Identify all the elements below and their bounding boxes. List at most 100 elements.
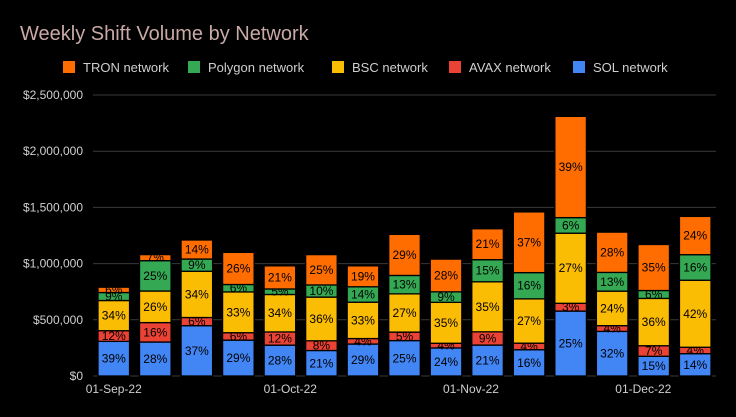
data-label-bsc-network: 24%: [600, 301, 624, 315]
bar-segment-bsc-network: [637, 297, 671, 347]
bar-week-9: 24%4%35%9%28%: [429, 258, 463, 377]
data-label-sol-network: 39%: [102, 352, 126, 366]
y-tick-label: $1,500,000: [23, 200, 83, 214]
data-label-sol-network: 21%: [476, 354, 500, 368]
bar-week-14: 15%7%36%6%35%: [637, 243, 671, 377]
data-label-avax-network: 8%: [313, 339, 331, 353]
bar-week-15: 14%4%42%16%24%: [678, 215, 712, 377]
legend-label-polygon-network: Polygon network: [208, 60, 305, 75]
x-tick-label: 01-Oct-22: [264, 382, 318, 396]
data-label-tron-network: 6%: [105, 283, 123, 297]
legend-label-tron-network: TRON network: [83, 60, 169, 75]
data-label-tron-network: 19%: [351, 269, 375, 283]
data-label-sol-network: 14%: [683, 358, 707, 372]
bar-segment-bsc-network: [263, 293, 297, 333]
data-label-sol-network: 37%: [185, 344, 209, 358]
bar-segment-bsc-network: [678, 279, 712, 348]
data-label-tron-network: 21%: [268, 270, 292, 284]
bar-week-12: 25%3%27%6%39%: [554, 115, 588, 377]
bar-segment-tron-network: [637, 243, 671, 292]
bar-segment-tron-network: [678, 215, 712, 256]
x-tick-label: 01-Dec-22: [615, 382, 671, 396]
data-label-tron-network: 24%: [683, 229, 707, 243]
bar-week-6: 21% 8% 36% 10% 25%: [305, 253, 338, 377]
data-label-tron-network: 26%: [226, 261, 250, 275]
bar-segment-tron-network: [305, 253, 338, 286]
data-label-sol-network: 28%: [143, 352, 167, 366]
bar-week-3: 37%6%34%9%14%: [180, 239, 214, 377]
legend-swatch-bsc-network: [332, 61, 344, 73]
legend-swatch-tron-network: [63, 61, 75, 73]
data-label-avax-network: 12%: [102, 329, 126, 343]
data-label-bsc-network: 34%: [185, 287, 209, 301]
data-label-tron-network: 35%: [642, 261, 666, 275]
y-tick-label: $2,000,000: [23, 144, 83, 158]
bar-segment-tron-network: [138, 253, 172, 262]
data-label-polygon-network: 9%: [188, 258, 206, 272]
data-label-sol-network: 25%: [392, 351, 416, 365]
bar-segment-tron-network: [471, 228, 504, 261]
bar-segment-bsc-network: [346, 301, 380, 340]
data-label-avax-network: 7%: [645, 344, 663, 358]
bar-segment-sol-network: [554, 310, 588, 377]
bar-segment-sol-network: [221, 339, 255, 377]
bar-segment-tron-network: [554, 115, 588, 219]
x-axis: 01-Sep-22 01-Oct-22 01-Nov-22 01-Dec-22: [86, 382, 672, 396]
legend-swatch-polygon-network: [188, 61, 200, 73]
data-label-tron-network: 14%: [185, 243, 209, 257]
data-label-avax-network: 5%: [396, 329, 414, 343]
data-label-avax-network: 16%: [143, 325, 167, 339]
data-label-polygon-network: 10%: [309, 284, 333, 298]
data-label-bsc-network: 35%: [434, 316, 458, 330]
y-axis: $0 $500,000 $1,000,000 $1,500,000 $2,000,000…: [23, 88, 83, 383]
bar-week-1: 39%12%34%9%6%: [97, 283, 131, 377]
data-label-tron-network: 21%: [476, 237, 500, 251]
bar-segment-bsc-network: [512, 298, 546, 344]
data-label-sol-network: 29%: [351, 353, 375, 367]
bar-week-2: 28% 16% 26% 25% 7%: [138, 251, 172, 377]
data-label-avax-network: 12%: [268, 332, 292, 346]
bar-week-10: 21% 9% 35% 15% 21%: [471, 228, 504, 377]
bar-segment-tron-network: [429, 258, 463, 293]
bar-segment-bsc-network: [471, 281, 504, 333]
bar-segment-polygon-network: [512, 271, 546, 300]
y-tick-label: $500,000: [33, 313, 83, 327]
data-label-bsc-network: 26%: [143, 300, 167, 314]
bar-segment-tron-network: [388, 233, 421, 277]
data-label-sol-network: 32%: [600, 347, 624, 361]
bar-segment-tron-network: [595, 231, 629, 274]
data-label-polygon-network: 14%: [351, 287, 375, 301]
bar-week-11: 16%4%27%16%37%: [512, 211, 546, 377]
bar-segment-tron-network: [180, 239, 214, 260]
bar-segment-bsc-network: [554, 232, 588, 304]
legend-label-bsc-network: BSC network: [352, 60, 428, 75]
bar-segment-bsc-network: [595, 290, 629, 327]
legend-swatch-avax-network: [449, 61, 461, 73]
data-label-sol-network: 28%: [268, 354, 292, 368]
data-label-bsc-network: 27%: [559, 261, 583, 275]
y-tick-label: $1,000,000: [23, 257, 83, 271]
data-label-tron-network: 37%: [517, 235, 541, 249]
data-label-bsc-network: 27%: [392, 306, 416, 320]
bar-segment-tron-network: [263, 265, 297, 290]
bar-segment-sol-network: [263, 344, 297, 377]
data-label-polygon-network: 6%: [562, 218, 580, 232]
data-label-bsc-network: 42%: [683, 307, 707, 321]
data-label-bsc-network: 34%: [268, 306, 292, 320]
data-label-bsc-network: 36%: [642, 315, 666, 329]
legend-label-avax-network: AVAX network: [469, 60, 551, 75]
data-label-bsc-network: 35%: [476, 300, 500, 314]
bar-week-5: 28%12%34%5%21%: [263, 265, 297, 377]
y-tick-label: $0: [70, 369, 84, 383]
legend-swatch-sol-network: [573, 61, 585, 73]
data-label-tron-network: 7%: [147, 251, 165, 265]
bar-segment-tron-network: [346, 265, 380, 288]
bar-segment-bsc-network: [305, 296, 338, 342]
bar-week-4: 29%6%33%6%26%: [221, 251, 255, 377]
bar-segment-sol-network: [595, 330, 629, 377]
data-label-avax-network: 9%: [479, 331, 497, 345]
bar-segment-polygon-network: [138, 260, 172, 292]
data-label-bsc-network: 33%: [351, 313, 375, 327]
data-label-polygon-network: 25%: [143, 269, 167, 283]
